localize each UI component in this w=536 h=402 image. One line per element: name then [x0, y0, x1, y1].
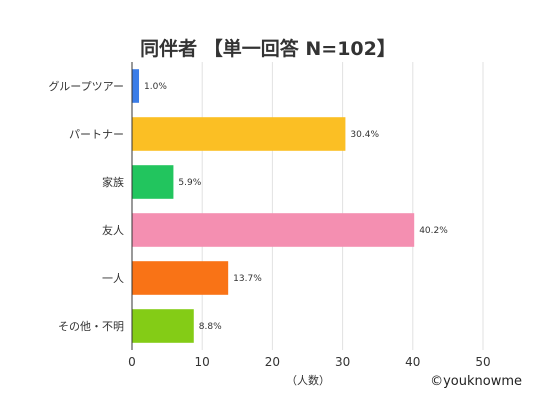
bar	[132, 117, 346, 151]
x-tick-label: 20	[265, 355, 280, 369]
chart-title: 同伴者 【単一回答 N=102】	[140, 37, 396, 60]
x-tick-label: 40	[405, 355, 420, 369]
x-tick-labels: 0 10 20 30 40 50	[128, 355, 490, 369]
category-label: グループツアー	[48, 79, 124, 93]
data-label: 1.0%	[144, 82, 167, 92]
bar	[132, 261, 229, 295]
data-labels: 1.0% 30.4% 5.9% 40.2% 13.7% 8.8%	[144, 82, 448, 332]
category-label: 一人	[102, 272, 124, 285]
credit-text: ©youknowme	[430, 374, 522, 389]
x-tick-label: 30	[335, 355, 350, 369]
bars	[132, 69, 415, 343]
bar	[132, 309, 194, 343]
x-tick-label: 10	[195, 355, 210, 369]
category-label: 友人	[102, 223, 124, 237]
x-tick-label: 0	[128, 355, 136, 369]
x-tick-label: 50	[475, 355, 490, 369]
data-label: 5.9%	[178, 178, 201, 188]
data-label: 30.4%	[350, 130, 379, 140]
data-label: 8.8%	[199, 322, 222, 332]
category-label: その他・不明	[58, 320, 124, 333]
x-axis-label: （人数）	[286, 374, 330, 387]
category-label: パートナー	[69, 128, 124, 141]
bar	[132, 213, 415, 247]
data-label: 40.2%	[419, 226, 448, 236]
category-label: 家族	[102, 175, 124, 189]
data-label: 13.7%	[233, 274, 262, 284]
bar	[132, 69, 140, 103]
bar	[132, 165, 174, 199]
gridlines	[201, 62, 484, 350]
